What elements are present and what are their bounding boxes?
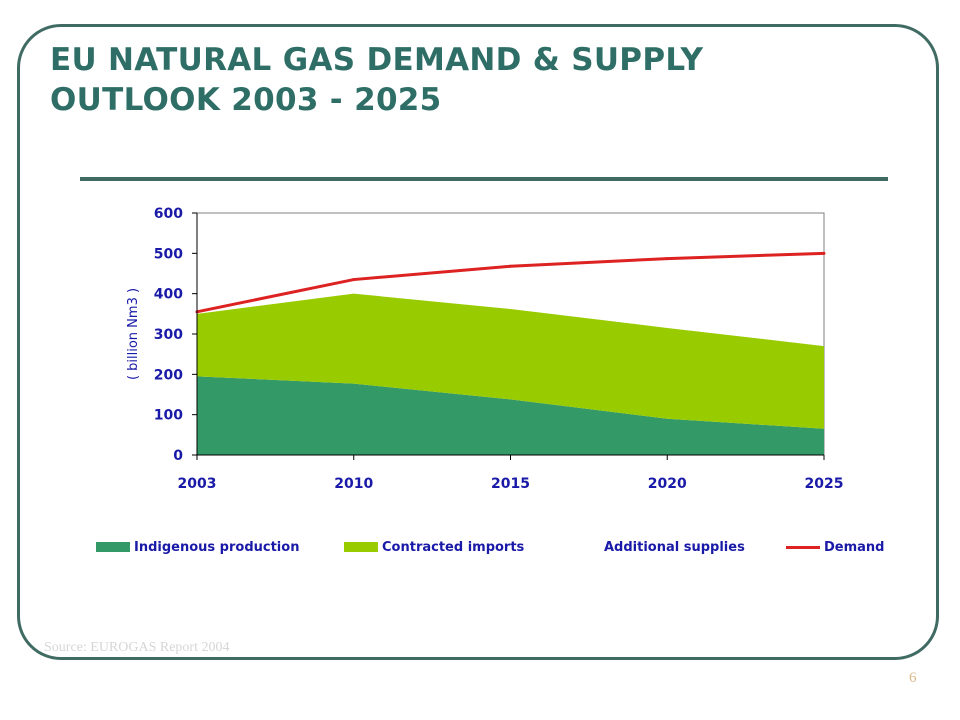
x-tick-label-2025: 2025	[805, 476, 844, 492]
point-demand-2025	[822, 251, 826, 255]
slide-frame	[17, 24, 939, 660]
page-number: 6	[909, 670, 917, 686]
legend-item-contracted-imports: Contracted imports	[344, 537, 524, 557]
point-demand-2020	[665, 257, 669, 261]
area-contracted-imports	[197, 293, 824, 429]
x-tick-label-2003: 2003	[178, 476, 217, 492]
y-axis-title: ( billion Nm3 )	[126, 288, 141, 380]
point-demand-2015	[509, 264, 512, 268]
y-tick-label-100: 100	[154, 408, 183, 424]
legend-swatch-contracted-imports	[344, 542, 378, 552]
y-tick-label-600: 600	[154, 206, 183, 222]
x-tick-label-2010: 2010	[334, 476, 373, 492]
y-tick-label-0: 0	[173, 448, 183, 464]
y-tick-label-200: 200	[154, 367, 183, 383]
legend-item-indigenous-production: Indigenous production	[96, 537, 299, 557]
chart-legend: Indigenous production Contracted imports A…	[96, 537, 896, 557]
y-tick-label-300: 300	[154, 327, 183, 343]
source-note: Source: EUROGAS Report 2004	[44, 640, 230, 655]
title-line-2: OUTLOOK 2003 - 2025	[50, 82, 442, 118]
slide-title: EU NATURAL GAS DEMAND & SUPPLY OUTLOOK 2…	[50, 40, 870, 120]
legend-label-additional-supplies: Additional supplies	[604, 539, 745, 555]
y-tick-label-500: 500	[154, 246, 183, 262]
title-line-1: EU NATURAL GAS DEMAND & SUPPLY	[50, 42, 704, 78]
y-tick-label-400: 400	[154, 287, 183, 303]
title-divider	[80, 177, 888, 181]
legend-swatch-demand	[786, 545, 820, 549]
area-indigenous-production	[197, 376, 824, 455]
legend-label-contracted-imports: Contracted imports	[382, 539, 525, 555]
legend-item-demand: Demand	[786, 537, 885, 557]
legend-swatch-indigenous-production	[96, 542, 130, 552]
x-tick-label-2015: 2015	[491, 476, 530, 492]
x-tick-label-2020: 2020	[648, 476, 687, 492]
legend-item-additional-supplies: Additional supplies	[600, 537, 745, 557]
legend-label-demand: Demand	[824, 539, 885, 555]
point-demand-2010	[352, 278, 356, 282]
legend-label-indigenous-production: Indigenous production	[134, 539, 300, 555]
